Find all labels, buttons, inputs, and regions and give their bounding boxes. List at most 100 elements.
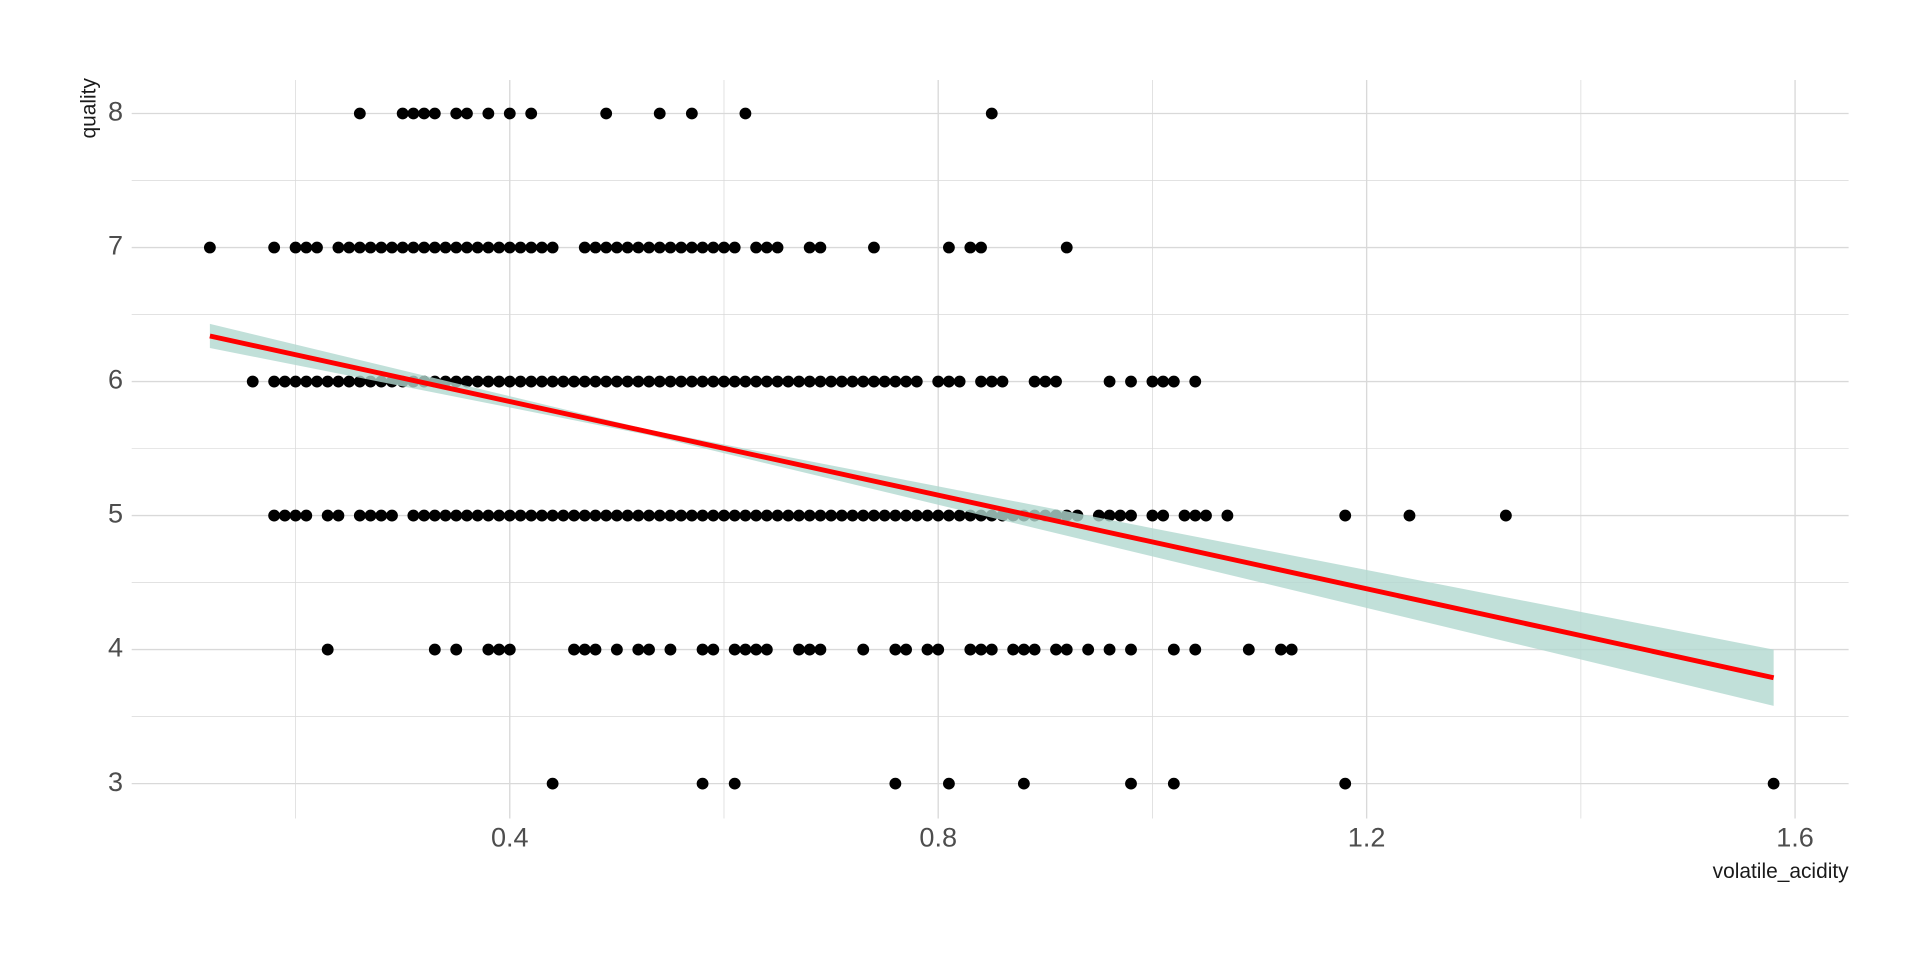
point (1221, 509, 1234, 522)
point (943, 241, 955, 254)
point (482, 509, 495, 522)
point (632, 375, 645, 388)
point (482, 643, 495, 656)
point (653, 509, 666, 522)
point (739, 509, 752, 522)
point (1103, 643, 1116, 656)
point (375, 241, 388, 254)
point (739, 643, 752, 656)
point (450, 509, 463, 522)
point (407, 509, 420, 522)
point (407, 107, 420, 120)
point (578, 643, 591, 656)
point (1007, 643, 1020, 656)
point (557, 509, 570, 522)
point (1200, 509, 1212, 522)
point (610, 509, 623, 522)
point (568, 509, 580, 522)
point (921, 643, 934, 656)
point (482, 375, 495, 388)
point (375, 509, 388, 522)
point (696, 509, 709, 522)
point (461, 107, 473, 120)
point (868, 241, 880, 254)
point (750, 509, 763, 522)
point (943, 777, 955, 790)
point (760, 241, 773, 254)
point (546, 509, 559, 522)
point (910, 509, 923, 522)
point (386, 509, 398, 522)
point (718, 509, 730, 522)
point (1103, 509, 1116, 522)
point (482, 241, 495, 254)
point (750, 375, 763, 388)
point (418, 509, 431, 522)
point (664, 241, 677, 254)
point (321, 643, 334, 656)
point (428, 241, 441, 254)
point (268, 241, 281, 254)
point (814, 643, 827, 656)
point (953, 509, 966, 522)
point (610, 241, 623, 254)
point (450, 241, 463, 254)
point (268, 509, 281, 522)
point (311, 375, 323, 388)
point (525, 375, 538, 388)
point (471, 509, 484, 522)
point (793, 643, 805, 656)
x-tick-label: 1.6 (1776, 822, 1814, 853)
point (825, 509, 838, 522)
point (439, 509, 452, 522)
point (600, 241, 613, 254)
point (428, 107, 441, 120)
point (664, 375, 677, 388)
point (643, 509, 655, 522)
point (332, 241, 345, 254)
point (793, 375, 805, 388)
point (868, 375, 880, 388)
point (728, 375, 741, 388)
point (621, 241, 634, 254)
point (675, 509, 688, 522)
point (546, 241, 559, 254)
point (514, 509, 527, 522)
point (407, 241, 420, 254)
point (1146, 509, 1159, 522)
point (503, 241, 516, 254)
point (578, 241, 591, 254)
y-axis-title: quality (77, 78, 100, 139)
point (1167, 643, 1180, 656)
point (1189, 643, 1202, 656)
point (396, 241, 409, 254)
point (728, 643, 741, 656)
point (975, 241, 987, 254)
point (268, 375, 281, 388)
point (503, 643, 516, 656)
point (632, 643, 645, 656)
point (300, 509, 313, 522)
point (1242, 643, 1255, 656)
point (750, 643, 763, 656)
point (664, 509, 677, 522)
point (814, 241, 827, 254)
point (1017, 643, 1030, 656)
point (1125, 643, 1137, 656)
point (428, 643, 441, 656)
point (1125, 777, 1137, 790)
point (696, 643, 709, 656)
point (996, 375, 1009, 388)
point (321, 375, 334, 388)
point (353, 241, 366, 254)
point (1060, 643, 1073, 656)
point (321, 509, 334, 522)
point (1146, 375, 1159, 388)
point (289, 509, 302, 522)
point (600, 107, 613, 120)
point (739, 375, 752, 388)
point (1167, 777, 1180, 790)
point (589, 643, 602, 656)
point (685, 375, 698, 388)
point (610, 375, 623, 388)
